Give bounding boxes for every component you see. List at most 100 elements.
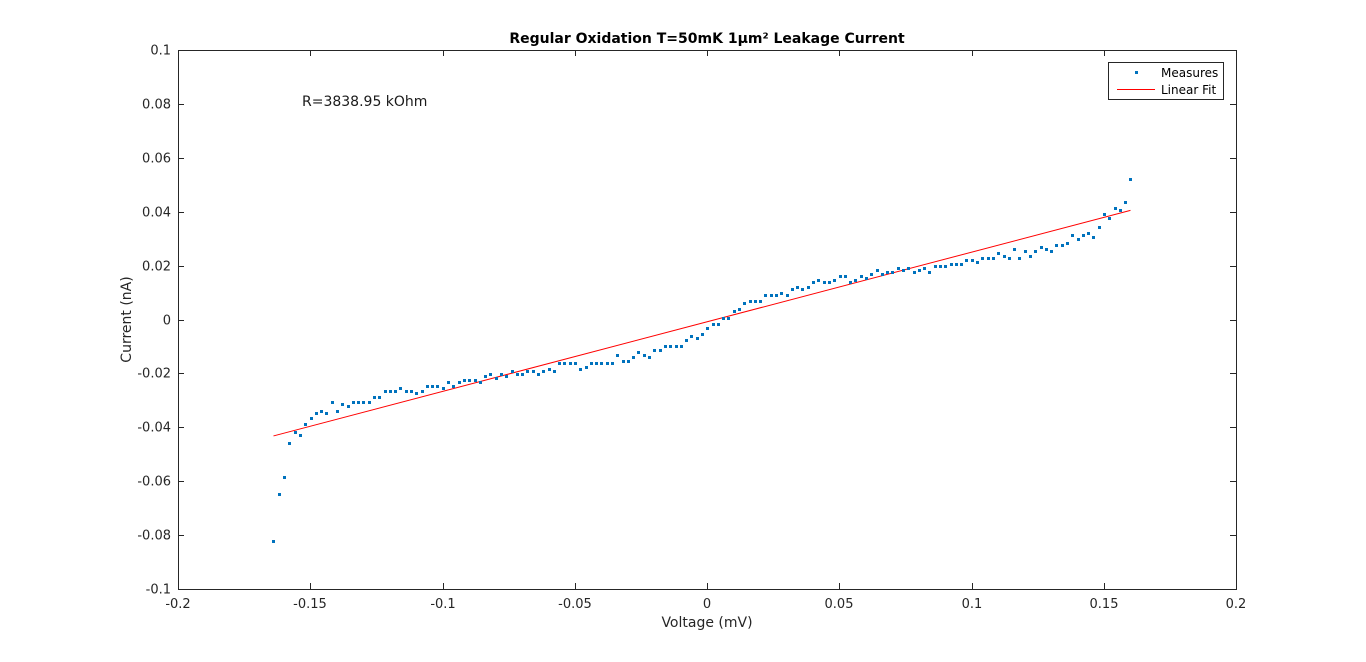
y-tick-label: 0 [163,314,171,329]
data-point [537,373,540,376]
data-point [616,354,619,357]
data-point [680,345,683,348]
y-axis-label: Current (nA) [119,276,135,362]
data-point [1024,250,1027,253]
y-tick-label: 0.08 [142,98,171,113]
x-tick-label: -0.2 [165,597,190,612]
data-point [981,257,984,260]
data-point [463,379,466,382]
data-point [500,373,503,376]
data-point [352,401,355,404]
data-point [1013,248,1016,251]
y-tick-label: 0.02 [142,260,171,275]
legend-marker-measures [1135,71,1138,74]
data-point [1108,217,1111,220]
data-point [336,410,339,413]
data-point [611,362,614,365]
data-point [738,308,741,311]
data-point [860,275,863,278]
y-tick-label: -0.04 [137,421,171,436]
data-point [854,279,857,282]
data-point [606,362,609,365]
data-point [696,337,699,340]
data-point [362,401,365,404]
data-point [479,381,482,384]
data-point [1034,250,1037,253]
data-point [849,281,852,284]
data-point [421,390,424,393]
data-point [690,335,693,338]
data-point [632,356,635,359]
data-point [987,257,990,260]
y-tick-label: 0.06 [142,152,171,167]
data-point [426,385,429,388]
fit-line [273,209,1131,437]
data-point [749,300,752,303]
data-point [357,401,360,404]
x-axis-label: Voltage (mV) [661,615,752,631]
data-point [516,373,519,376]
data-point [759,300,762,303]
data-point [971,259,974,262]
data-point [622,360,625,363]
data-point [865,277,868,280]
data-point [1055,244,1058,247]
data-point [489,373,492,376]
data-point [283,476,286,479]
series-layer [272,178,1132,543]
data-point [431,385,434,388]
data-point [685,339,688,342]
data-point [870,273,873,276]
data-point [558,362,561,365]
data-point [595,362,598,365]
data-point [1066,242,1069,245]
data-point [553,370,556,373]
data-point [976,261,979,264]
y-tick-label: -0.08 [137,529,171,544]
data-point [278,493,281,496]
data-point [817,279,820,282]
data-point [891,271,894,274]
data-point [1092,236,1095,239]
data-point [918,269,921,272]
data-point [474,379,477,382]
data-point [844,275,847,278]
data-point [394,390,397,393]
data-point [960,263,963,266]
data-point [876,269,879,272]
data-point [950,263,953,266]
data-point [659,349,662,352]
x-tick-label: 0.15 [1090,597,1119,612]
x-tick-label: 0.2 [1226,597,1247,612]
data-point [325,412,328,415]
data-point [542,370,545,373]
data-point [997,252,1000,255]
data-point [775,294,778,297]
data-point [1114,207,1117,210]
y-tick-label: 0.04 [142,206,171,221]
legend-label-measures: Measures [1161,66,1218,80]
data-point [664,345,667,348]
x-tick-label: 0 [703,597,711,612]
data-point [1029,255,1032,258]
data-point [1050,250,1053,253]
data-point [347,405,350,408]
data-point [304,423,307,426]
data-point [1082,234,1085,237]
data-point [706,327,709,330]
data-point [505,375,508,378]
data-point [574,362,577,365]
data-point [754,300,757,303]
data-point [1003,255,1006,258]
plot-frame [178,50,1237,590]
data-point [526,370,529,373]
data-point [727,317,730,320]
x-tick-label: 0.1 [962,597,983,612]
data-point [1061,244,1064,247]
data-point [511,370,514,373]
y-tick-label: -0.1 [146,583,171,598]
data-point [669,345,672,348]
data-point [928,271,931,274]
data-point [368,401,371,404]
data-point [299,434,302,437]
